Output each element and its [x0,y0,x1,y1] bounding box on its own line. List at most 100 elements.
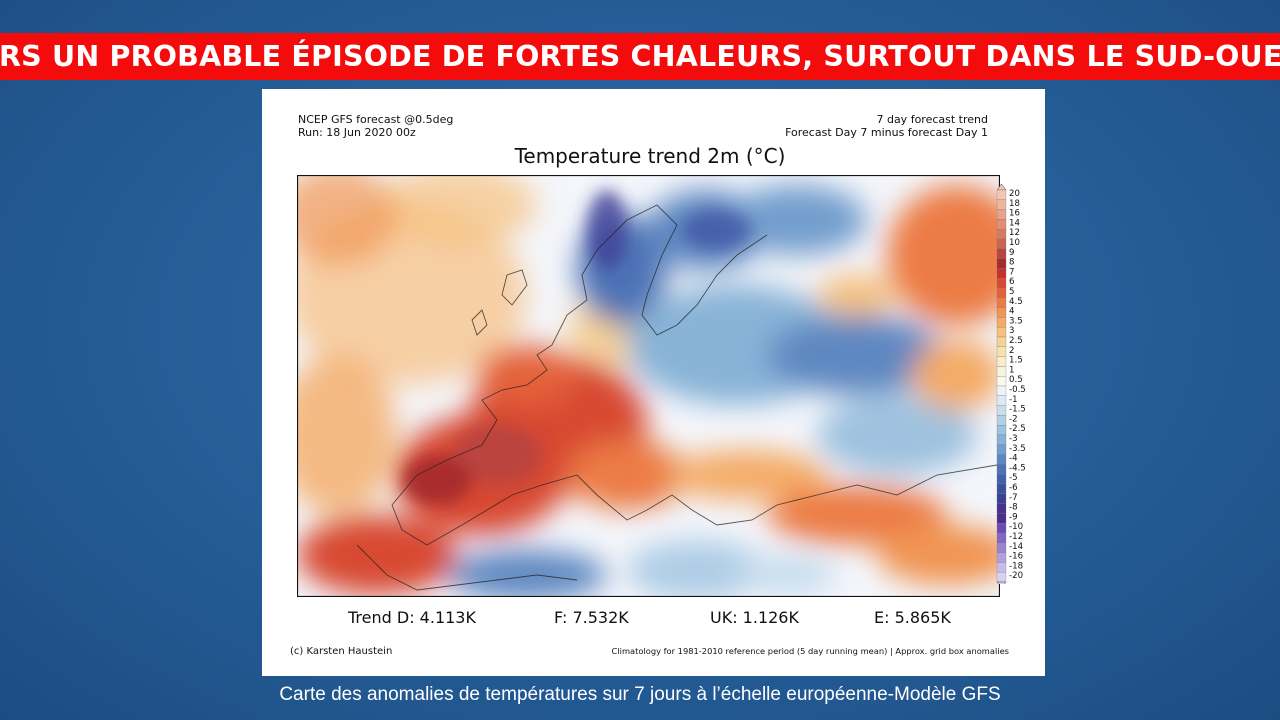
colorbar-swatch [996,376,1007,387]
colorbar-label: -12 [1009,532,1023,542]
colorbar-swatch [996,229,1007,240]
anomaly-map-svg [296,174,1001,598]
colorbar-label: -2.5 [1009,424,1025,434]
colorbar-swatch [996,542,1007,553]
colorbar-swatch [996,189,1007,200]
colorbar-label: -7 [1009,493,1018,503]
colorbar-label: -18 [1009,561,1023,571]
colorbar-swatch [996,572,1007,583]
model-line: NCEP GFS forecast @0.5deg [298,113,454,126]
colorbar-swatch [996,464,1007,475]
colorbar-label: 7 [1009,267,1014,277]
colorbar-swatch [996,317,1007,328]
map-title: Temperature trend 2m (°C) [514,144,786,168]
colorbar-swatch [996,395,1007,406]
colorbar-max-arrow [996,183,1007,191]
colorbar-label: 18 [1009,199,1020,209]
colorbar-label: 5 [1009,287,1014,297]
diff-line: Forecast Day 7 minus forecast Day 1 [785,126,988,139]
colorbar-swatch [996,297,1007,308]
colorbar-swatch [996,503,1007,514]
colorbar-label: 12 [1009,228,1020,238]
colorbar-swatch [996,268,1007,279]
colorbar-swatch [996,287,1007,298]
colorbar-label: -2 [1009,414,1018,424]
trend-e-value: E: 5.865K [874,608,951,627]
colorbar-swatch [996,219,1007,230]
colorbar-label: 8 [1009,258,1014,268]
headline-banner: VERS UN PROBABLE ÉPISODE DE FORTES CHALE… [0,33,1280,80]
colorbar-label: 10 [1009,238,1020,248]
colorbar-swatch [996,434,1007,445]
colorbar-swatch [996,552,1007,563]
colorbar-swatch [996,405,1007,416]
colorbar-swatch [996,209,1007,220]
colorbar-label: 16 [1009,209,1020,219]
colorbar-label: 14 [1009,218,1020,228]
model-info: NCEP GFS forecast @0.5deg Run: 18 Jun 20… [298,113,453,139]
colorbar-label: -4 [1009,454,1018,464]
colorbar-label: -0.5 [1009,385,1025,395]
colorbar-swatch [996,258,1007,269]
colorbar-swatch [996,523,1007,534]
colorbar-swatch [996,356,1007,367]
colorbar-swatch [996,307,1007,318]
anomaly-field [297,175,1000,597]
colorbar-label: 0.5 [1009,375,1023,385]
run-line: Run: 18 Jun 2020 00z [298,126,416,139]
trend-f-value: F: 7.532K [554,608,629,627]
forecast-map-panel: NCEP GFS forecast @0.5deg Run: 18 Jun 20… [262,89,1045,676]
colorbar-label: 4 [1009,307,1014,317]
colorbar-label: 9 [1009,248,1014,258]
colorbar-label: 1 [1009,365,1014,375]
colorbar-label: -14 [1009,542,1023,552]
trend-line: 7 day forecast trend [876,113,988,126]
trend-info: 7 day forecast trend Forecast Day 7 minu… [785,113,988,139]
colorbar-swatch [996,532,1007,543]
colorbar-swatch [996,327,1007,338]
colorbar-label: -6 [1009,483,1018,493]
colorbar-label: -3.5 [1009,444,1025,454]
colorbar-svg: 201816141210987654.543.532.521.510.5-0.5… [996,183,1026,589]
colorbar-label: 3.5 [1009,316,1023,326]
colorbar-swatch [996,415,1007,426]
colorbar-swatch [996,248,1007,259]
colorbar-swatch [996,454,1007,465]
colorbar-swatch [996,336,1007,347]
colorbar: 20 18 16 14 12 10 9 8 7 6 5 4.5 4 3.5 3 2.5 2 1.5 1 0.5 -0.5… [995,183,1026,589]
colorbar-label: -4.5 [1009,463,1025,473]
colorbar-label: -8 [1009,503,1018,513]
colorbar-label: 4.5 [1009,297,1023,307]
colorbar-label: -10 [1009,522,1023,532]
colorbar-label: 3 [1009,326,1014,336]
colorbar-label: -9 [1009,512,1018,522]
colorbar-swatch [996,474,1007,485]
colorbar-label: -1.5 [1009,405,1025,415]
climatology-note: Climatology for 1981-2010 reference peri… [611,646,1009,656]
colorbar-swatch [996,385,1007,396]
colorbar-swatch [996,444,1007,455]
colorbar-label: -16 [1009,552,1023,562]
colorbar-swatch [996,483,1007,494]
colorbar-swatch [996,346,1007,357]
colorbar-label: 20 [1009,189,1020,199]
headline-text: VERS UN PROBABLE ÉPISODE DE FORTES CHALE… [0,40,1280,73]
trend-uk-value: UK: 1.126K [710,608,799,627]
colorbar-swatch [996,513,1007,524]
colorbar-label: -1 [1009,395,1018,405]
colorbar-swatch [996,199,1007,210]
colorbar-label: -3 [1009,434,1018,444]
colorbar-min-arrow [996,581,1007,589]
temperature-anomaly-map [296,174,1001,598]
colorbar-swatch [996,366,1007,377]
colorbar-label: 6 [1009,277,1014,287]
colorbar-label: 2.5 [1009,336,1023,346]
colorbar-swatch [996,493,1007,504]
credit-text: (c) Karsten Haustein [290,646,393,657]
coastlines [356,204,998,591]
colorbar-swatch [996,562,1007,573]
colorbar-swatch [996,238,1007,249]
colorbar-label: 1.5 [1009,356,1023,366]
colorbar-swatch [996,278,1007,289]
colorbar-label: -20 [1009,571,1023,581]
